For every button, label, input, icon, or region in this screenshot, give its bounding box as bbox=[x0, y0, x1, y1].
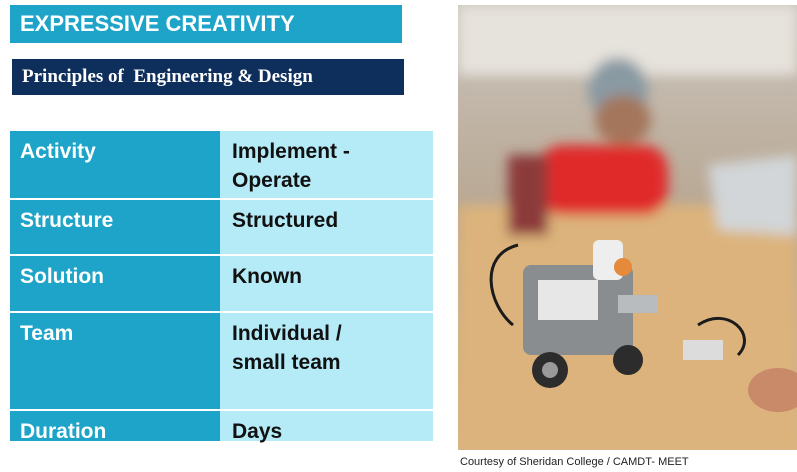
table-row: Team Individual / small team bbox=[10, 313, 433, 411]
row-label: Team bbox=[10, 313, 220, 409]
row-value: Known bbox=[220, 256, 433, 311]
row-value: Implement - Operate bbox=[220, 131, 433, 198]
row-label: Solution bbox=[10, 256, 220, 311]
row-value: Days bbox=[220, 411, 433, 443]
table-row: Structure Structured bbox=[10, 200, 433, 256]
table: Activity Implement - Operate Structure Stru… bbox=[10, 131, 433, 443]
row-label: Duration bbox=[10, 411, 220, 443]
photo bbox=[458, 5, 797, 450]
row-label: Activity bbox=[10, 131, 220, 198]
row-value: Structured bbox=[220, 200, 433, 254]
table-row: Solution Known bbox=[10, 256, 433, 313]
table-row: Duration Days bbox=[10, 411, 433, 443]
row-label: Structure bbox=[10, 200, 220, 254]
photo-caption: Courtesy of Sheridan College / CAMDT- ME… bbox=[460, 456, 689, 468]
slide-subtitle: Principles of Engineering & Design bbox=[12, 59, 404, 95]
row-value: Individual / small team bbox=[220, 313, 433, 409]
table-row: Activity Implement - Operate bbox=[10, 131, 433, 200]
slide-title: EXPRESSIVE CREATIVITY bbox=[10, 5, 402, 43]
